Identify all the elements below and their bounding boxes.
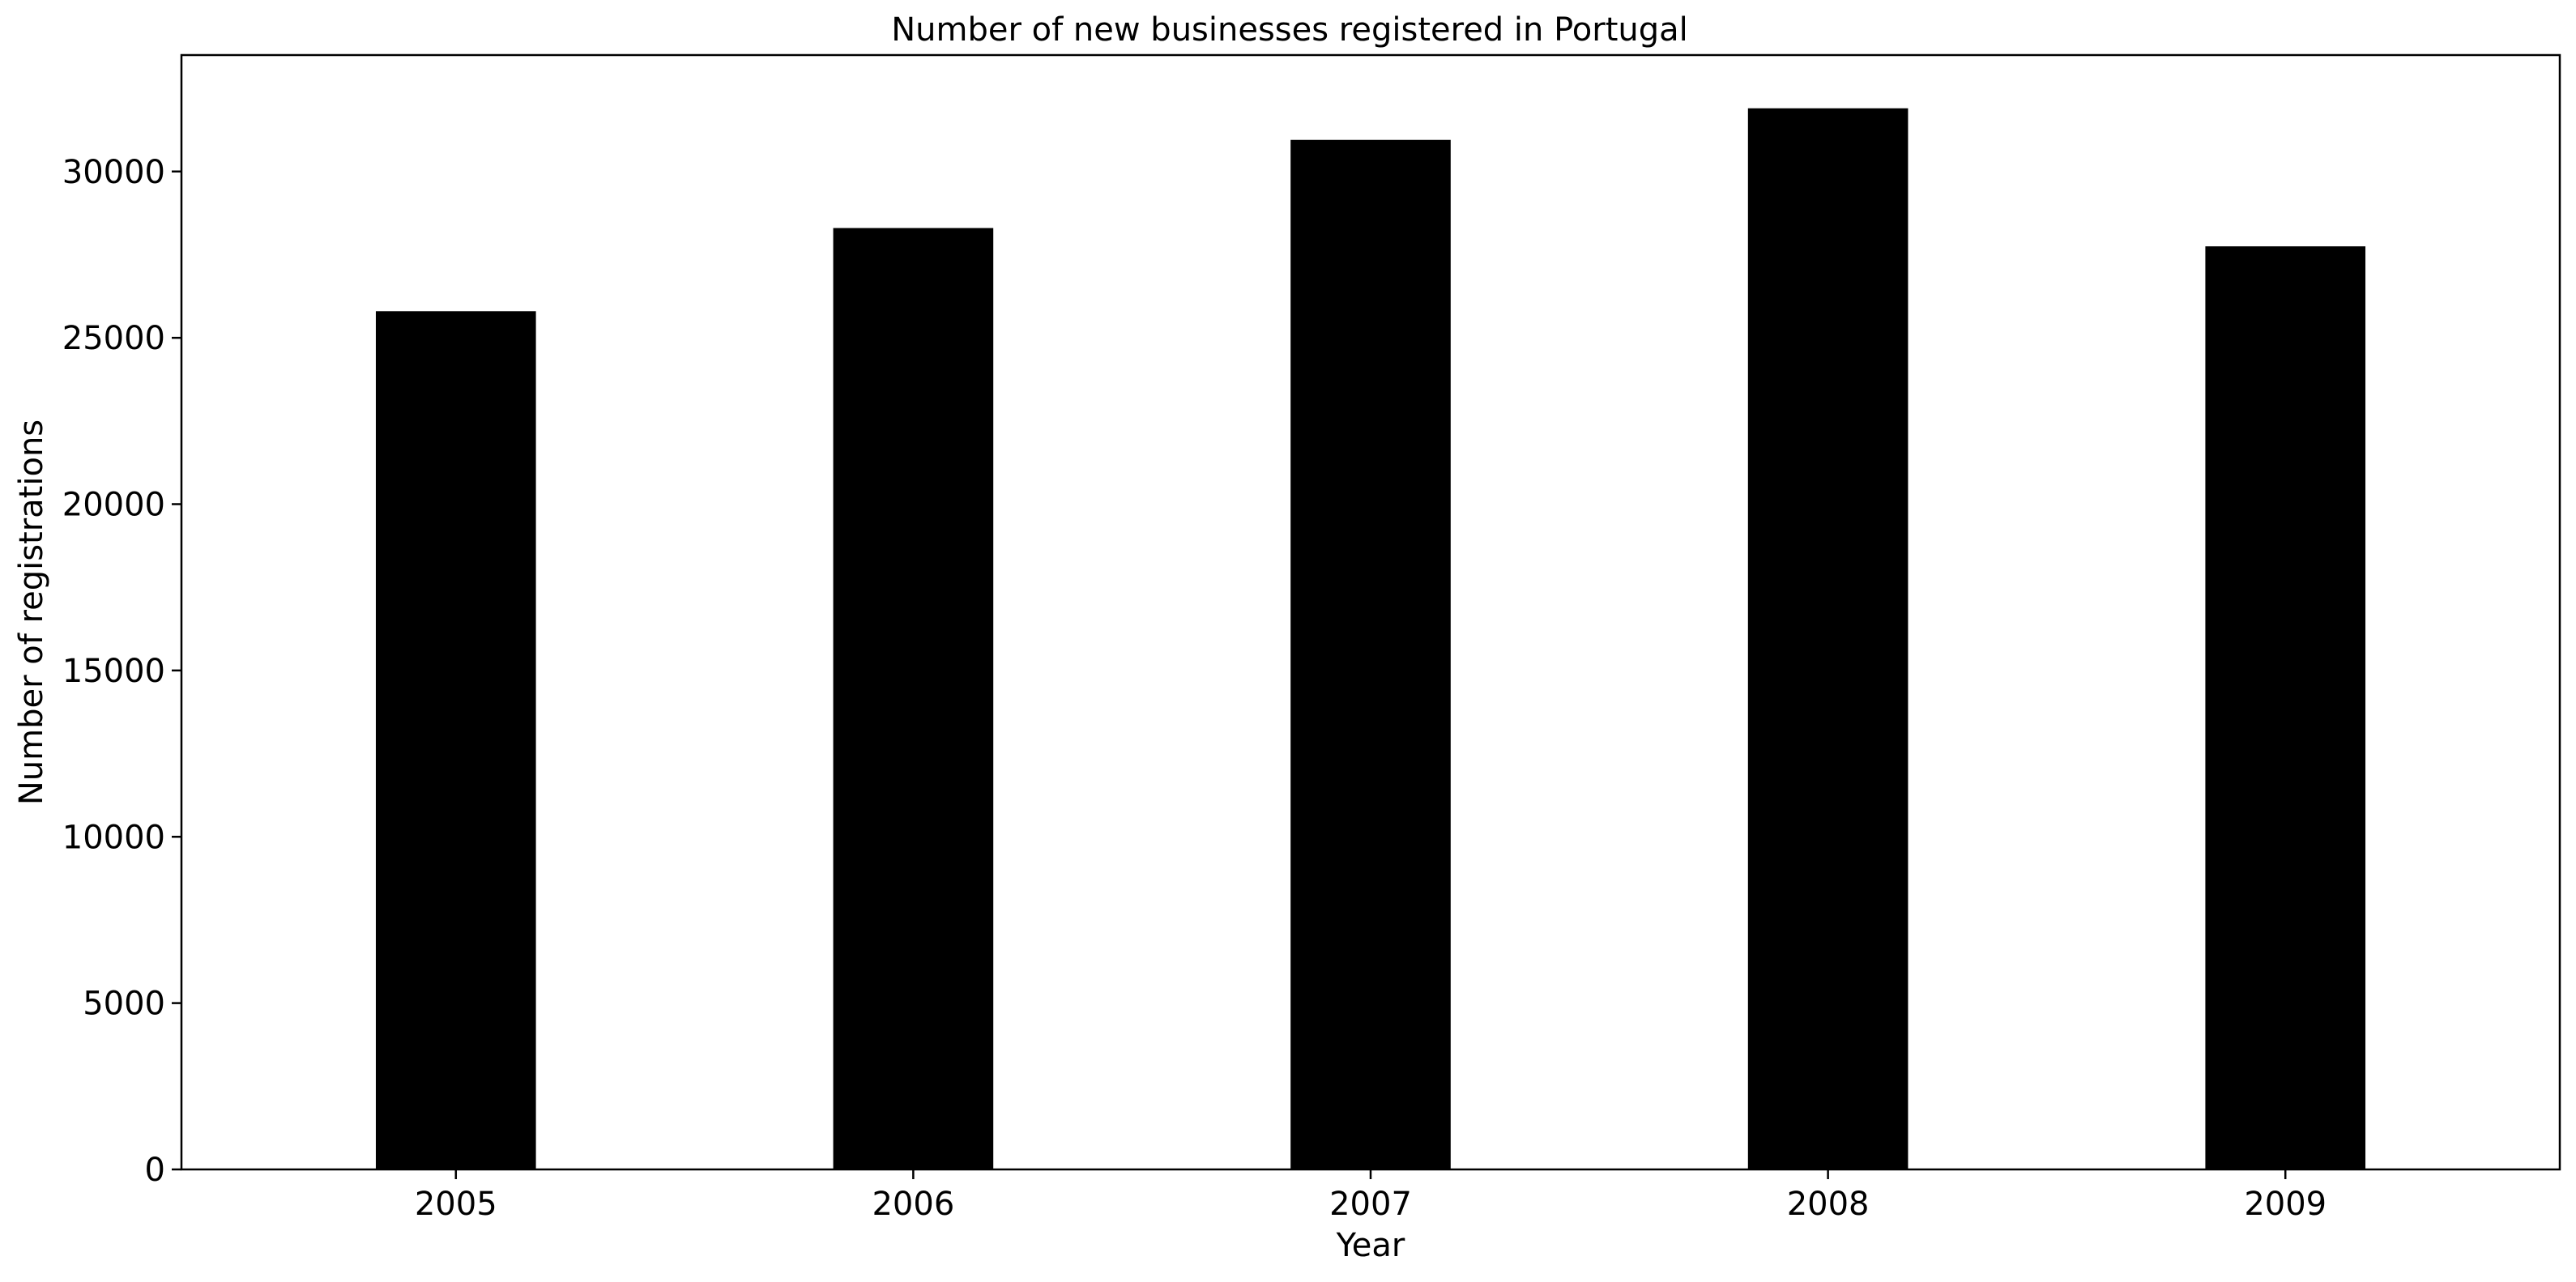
bar-2006: [833, 228, 994, 1169]
bar-2009: [2205, 246, 2366, 1170]
chart-title: Number of new businesses registered in P…: [891, 11, 1688, 49]
x-tick-label-2005: 2005: [415, 1186, 497, 1223]
plot-frame: [180, 53, 2561, 1171]
x-axis-label: Year: [1336, 1227, 1405, 1264]
y-tick-label-25000: 25000: [62, 320, 165, 357]
y-tick-label-10000: 10000: [62, 819, 165, 856]
bar-2007: [1290, 139, 1451, 1170]
bars-group: [375, 108, 2366, 1170]
x-tick-label-2008: 2008: [1787, 1186, 1870, 1223]
y-axis-ticks: 0 5000 10000 15000 20000 25000 30000: [62, 154, 181, 1189]
x-axis-ticks: 2005 2006 2007 2008 2009: [415, 1169, 2327, 1223]
x-tick-label-2009: 2009: [2244, 1186, 2327, 1223]
y-tick-label-0: 0: [145, 1152, 165, 1189]
bar-2005: [375, 311, 536, 1169]
x-tick-label-2007: 2007: [1329, 1186, 1412, 1223]
y-tick-label-20000: 20000: [62, 487, 165, 524]
y-axis-label: Number of registrations: [13, 420, 50, 805]
y-tick-label-15000: 15000: [62, 653, 165, 690]
bar-2008: [1747, 108, 1909, 1170]
y-tick-label-30000: 30000: [62, 154, 165, 191]
x-tick-label-2006: 2006: [872, 1186, 954, 1223]
y-tick-label-5000: 5000: [83, 986, 165, 1023]
